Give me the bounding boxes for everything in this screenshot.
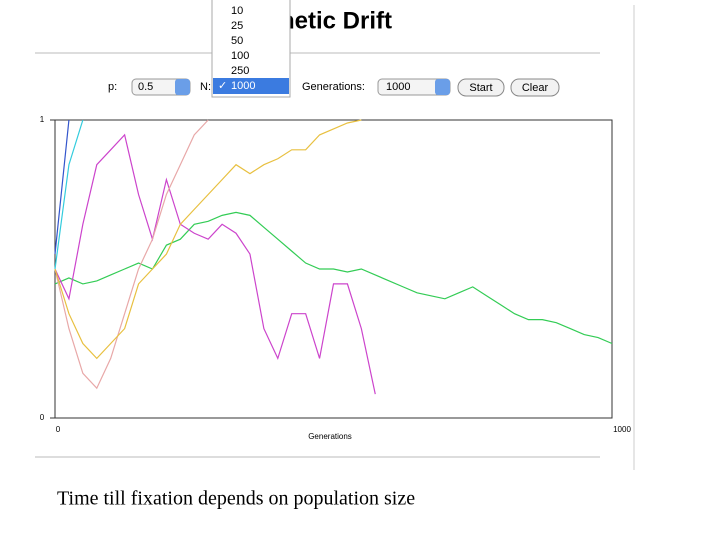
caption: Time till fixation depends on population… (57, 488, 415, 510)
p-label: p: (108, 81, 117, 93)
generations-label: Generations: (302, 81, 365, 93)
checkmark: ✓ (218, 80, 227, 92)
clear-label: Clear (522, 82, 549, 94)
series-line (54, 119, 70, 255)
n-dropdown: 10 25 50 100 250 ✓ 1000 (211, 0, 291, 98)
select-arrow (435, 79, 450, 95)
p-value: 0.5 (138, 81, 153, 93)
dropdown-option[interactable]: 50 (231, 35, 243, 47)
y-tick-label: 1 (40, 115, 45, 124)
clear-button[interactable] (510, 78, 560, 97)
selected-option-highlight (213, 78, 289, 94)
plot: 0 1 0 1000 (40, 115, 632, 434)
dropdown-option[interactable]: 100 (231, 50, 249, 62)
dropdown-option[interactable]: 250 (231, 65, 249, 77)
dropdown-option[interactable]: 10 (231, 5, 243, 17)
series-line (54, 119, 362, 360)
dropdown-option[interactable]: 25 (231, 20, 243, 32)
series-line (54, 133, 376, 395)
x-axis-label: Generations (308, 432, 352, 441)
series-line (54, 119, 84, 270)
n-label: N: (200, 81, 211, 93)
generations-value: 1000 (386, 81, 410, 93)
dropdown-option[interactable]: 1000 (231, 80, 255, 92)
start-label: Start (469, 82, 492, 94)
x-tick-label: 0 (56, 425, 61, 434)
series-line (54, 119, 209, 390)
y-tick-label: 0 (40, 413, 45, 422)
series-line (54, 211, 613, 345)
x-tick-label: 1000 (613, 425, 631, 434)
select-arrow (175, 79, 190, 95)
start-button[interactable] (457, 78, 505, 97)
